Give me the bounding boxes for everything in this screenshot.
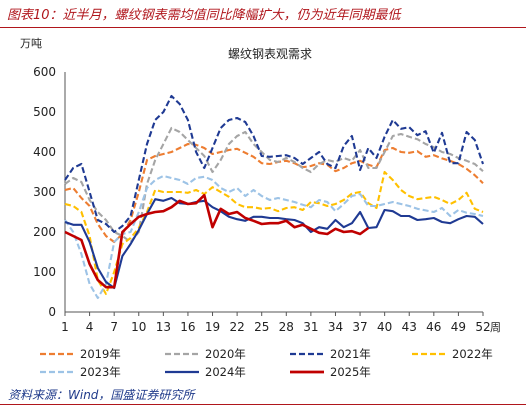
series-line-2023 [64,174,484,300]
source-note: 资料来源：Wind，国盛证券研究所 [8,388,195,402]
bottom-rule [0,404,526,405]
x-tick-label: 31 [303,320,318,334]
x-tick-label: 22 [229,320,244,334]
series-line-2019 [64,142,484,244]
y-tick-label: 500 [33,105,56,119]
legend: 2019年 2020年 2021年 2022年 2023年 2024年 2025年 [40,347,493,379]
chart: 万吨 螺纹钢表观需求 0 100 200 300 400 500 600 1 4 7 10 13 16 1… [20,37,501,379]
x-tick-label: 43 [402,320,417,334]
series-line-2020 [64,126,484,244]
legend-label: 2022年 [452,347,493,361]
y-tick-label: 0 [48,305,56,319]
x-tick-label: 7 [110,320,118,334]
series-line-2022 [64,170,484,296]
y-axis-unit: 万吨 [20,37,42,50]
x-tick-label: 1 [61,320,69,334]
x-tick-label: 28 [279,320,294,334]
series-line-2024 [64,196,484,290]
y-tick-label: 300 [33,185,56,199]
title-rule [0,27,526,28]
chart-title: 螺纹钢表观需求 [228,47,312,61]
x-tick-label: 13 [156,320,171,334]
x-tick-label: 52 [475,320,490,334]
x-tick-label: 4 [86,320,94,334]
x-tick-label: 25 [254,320,269,334]
legend-label: 2019年 [80,347,121,361]
x-tick-label: 19 [205,320,220,334]
legend-label: 2023年 [80,365,121,379]
x-tick-label: 40 [377,320,392,334]
series-layer [64,94,484,300]
y-tick-label: 200 [33,225,56,239]
legend-label: 2021年 [330,347,371,361]
figure-title: 图表10：近半月，螺纹钢表需均值同比降幅扩大，仍为近年同期最低 [7,8,401,23]
x-tick-label: 16 [180,320,195,334]
x-tick-label: 34 [328,320,343,334]
x-tick-label: 10 [131,320,146,334]
x-tick-label: 49 [451,320,466,334]
x-tick-label: 46 [426,320,441,334]
y-tick-label: 600 [33,65,56,79]
legend-label: 2024年 [205,365,246,379]
y-tick-label: 100 [33,265,56,279]
series-line-2025 [64,193,370,289]
series-line-2021 [64,94,484,234]
axes: 0 100 200 300 400 500 600 1 4 7 10 13 16 19 22 25 28 31 34… [33,65,501,334]
x-tick-label: 37 [352,320,367,334]
x-axis-unit: 周 [490,321,501,334]
y-tick-label: 400 [33,145,56,159]
legend-label: 2020年 [205,347,246,361]
legend-label: 2025年 [330,365,371,379]
